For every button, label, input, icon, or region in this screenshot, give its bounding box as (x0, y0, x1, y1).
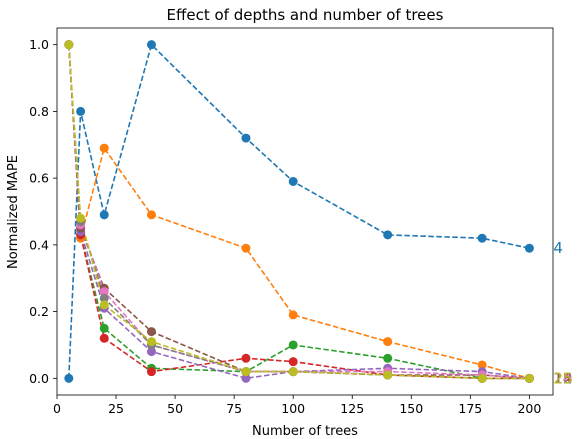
data-point (241, 243, 251, 253)
x-tick-label: 150 (399, 401, 423, 416)
series-end-label: 4 (553, 239, 563, 257)
data-point (99, 143, 109, 153)
series-end-label: 16 (553, 369, 572, 387)
data-point (241, 133, 251, 143)
y-tick-label: 0.6 (29, 171, 49, 186)
data-point (99, 300, 109, 310)
y-tick-label: 1.0 (29, 37, 49, 52)
x-tick-label: 175 (458, 401, 482, 416)
data-point (524, 373, 534, 383)
data-point (288, 367, 298, 377)
data-point (99, 333, 109, 343)
data-point (288, 176, 298, 186)
data-point (146, 327, 156, 337)
series-end-label: 25 (553, 369, 572, 387)
data-point (146, 40, 156, 50)
data-point (99, 210, 109, 220)
data-point (383, 337, 393, 347)
series-end-label: 14 (553, 369, 572, 387)
data-point (146, 337, 156, 347)
y-tick-label: 0.2 (29, 304, 49, 319)
data-point (477, 360, 487, 370)
data-point (64, 40, 74, 50)
x-axis: 0 25 50 75 100 125 150 175 200 (53, 395, 541, 416)
y-tick-label: 0.8 (29, 104, 49, 119)
data-point (288, 310, 298, 320)
data-point (99, 323, 109, 333)
y-tick-label: 0.0 (29, 371, 49, 386)
series-end-label: 12 (553, 369, 572, 387)
data-point (146, 367, 156, 377)
series-line-1 (68, 43, 530, 379)
series-lines (68, 43, 530, 380)
data-point (241, 373, 251, 383)
x-axis-label: Number of trees (252, 424, 358, 439)
series-end-label: 10 (553, 369, 572, 387)
plot-frame (56, 27, 554, 396)
series-line-9 (68, 44, 530, 380)
data-point (76, 106, 86, 116)
y-axis: 0.0 0.2 0.4 0.6 0.8 1.0 (29, 37, 57, 386)
data-point (477, 373, 487, 383)
series-end-label: 18 (553, 369, 572, 387)
chart-title: Effect of depths and number of trees (167, 6, 444, 24)
series-end-label: 22 (553, 369, 572, 387)
data-point (477, 233, 487, 243)
data-point (241, 367, 251, 377)
data-point (383, 370, 393, 380)
data-point (288, 340, 298, 350)
data-point (241, 353, 251, 363)
x-tick-label: 75 (226, 401, 242, 416)
x-tick-label: 25 (108, 401, 124, 416)
data-point (99, 293, 109, 303)
y-axis-label: Normalized MAPE (6, 155, 21, 269)
data-point (524, 243, 534, 253)
data-point (383, 353, 393, 363)
data-point (64, 373, 74, 383)
x-tick-label: 100 (281, 401, 305, 416)
data-point (76, 213, 86, 223)
x-tick-label: 50 (167, 401, 183, 416)
x-tick-label: 200 (517, 401, 541, 416)
x-tick-label: 0 (53, 401, 61, 416)
data-point (383, 230, 393, 240)
series-end-label: 20 (553, 369, 572, 387)
y-tick-label: 0.4 (29, 237, 49, 252)
data-point (288, 357, 298, 367)
data-point (146, 347, 156, 357)
data-point (146, 210, 156, 220)
series-line-5 (68, 44, 530, 380)
x-tick-label: 125 (340, 401, 364, 416)
data-point (99, 287, 109, 297)
series-markers (64, 40, 534, 383)
